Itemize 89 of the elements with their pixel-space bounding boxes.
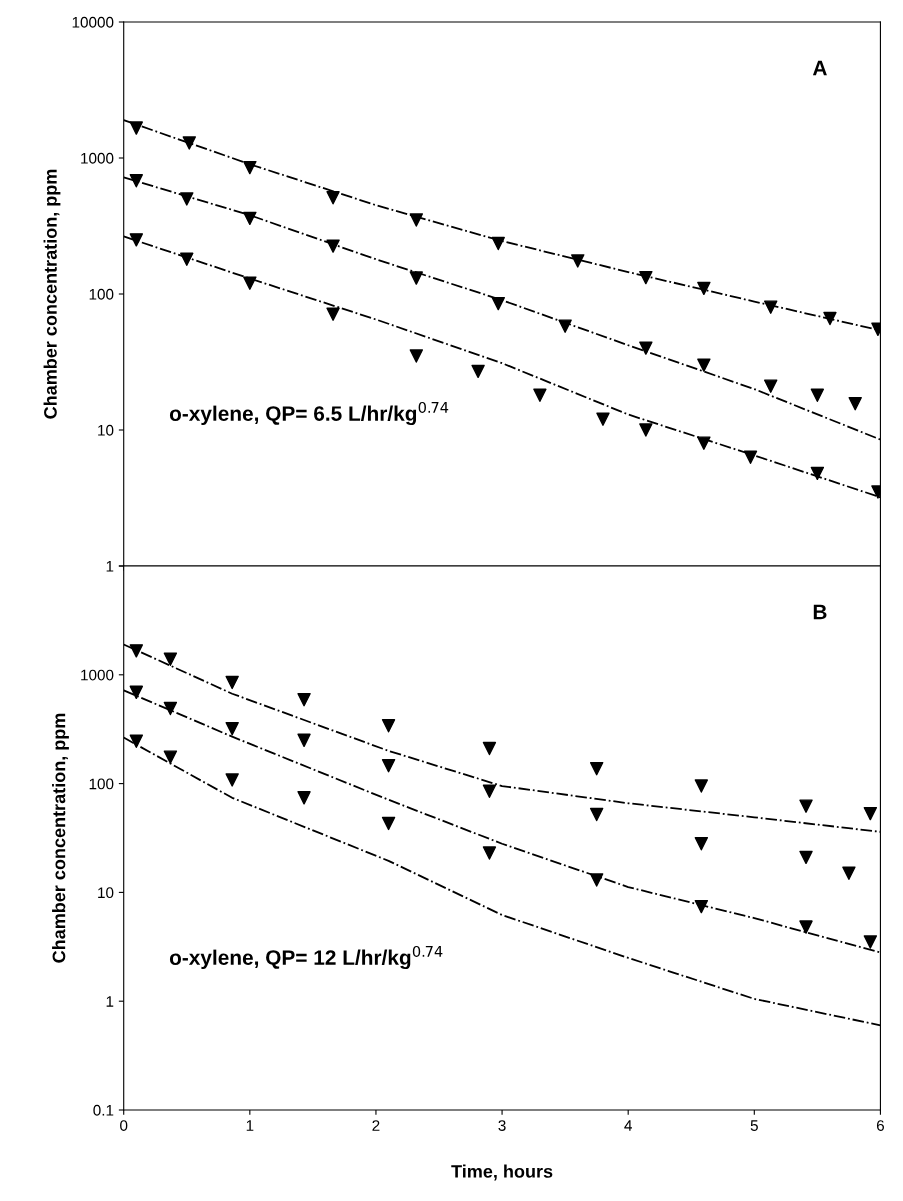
point: [589, 873, 604, 887]
point: [297, 693, 311, 707]
point: [129, 685, 144, 700]
x-axis-title: Time, hours: [451, 1164, 553, 1181]
x-tick-label: 0: [120, 1120, 128, 1131]
point: [491, 236, 505, 251]
point: [129, 174, 144, 188]
annotation: o-xylene, QP= 12 L/hr/kg$^{0.74}$: [169, 945, 443, 970]
point: [409, 349, 424, 363]
y-tick-label: 1000: [81, 152, 114, 164]
point: [409, 271, 424, 285]
point: [381, 719, 396, 733]
y-tick-label: 100: [89, 288, 114, 300]
y-tick-label: 1: [106, 561, 114, 572]
point: [763, 300, 778, 314]
point: [243, 211, 257, 226]
point: [409, 213, 424, 227]
x-tick-label: 2: [372, 1120, 380, 1131]
point: [129, 233, 144, 247]
point: [558, 319, 572, 333]
y-tick-label: 1000: [81, 669, 114, 681]
point: [180, 192, 194, 206]
point: [799, 799, 813, 813]
point: [810, 466, 825, 481]
annotation: A: [812, 60, 827, 76]
x-tick-label: 3: [498, 1120, 506, 1131]
point: [326, 239, 340, 253]
x-tick-label: 4: [624, 1120, 632, 1131]
point: [799, 920, 813, 934]
y-axis-title: Chamber concentration, ppm: [52, 713, 69, 963]
point: [842, 866, 856, 880]
y-tick-label: 10000: [72, 16, 114, 28]
point: [589, 762, 604, 776]
point: [326, 307, 340, 321]
point: [163, 750, 178, 764]
point: [243, 276, 257, 290]
point: [129, 734, 144, 748]
x-tick-label: 5: [750, 1120, 758, 1131]
y-axis-title: Chamber concentration, ppm: [43, 169, 61, 419]
y-tick-label: 100: [89, 778, 114, 790]
point: [799, 850, 813, 865]
point: [225, 721, 239, 736]
point: [163, 652, 178, 666]
point: [694, 837, 709, 851]
point: [381, 759, 396, 773]
point: [697, 281, 711, 296]
point: [639, 270, 653, 285]
point: [381, 816, 396, 831]
point: [589, 807, 604, 822]
point: [225, 675, 239, 690]
point: [129, 644, 144, 658]
point: [297, 733, 311, 748]
point: [639, 341, 653, 355]
y-tick-label: 1: [106, 996, 114, 1007]
point: [596, 412, 610, 426]
point: [533, 388, 547, 402]
y-tick-label: 10: [98, 887, 114, 899]
point: [182, 136, 197, 150]
point: [763, 379, 778, 393]
point: [639, 423, 653, 437]
point: [571, 254, 585, 268]
y-tick-label: 10: [98, 424, 114, 436]
annotation: o-xylene, QP= 6.5 L/hr/kg$^{0.74}$: [169, 401, 449, 426]
point: [694, 779, 709, 793]
point: [243, 160, 257, 175]
point: [471, 364, 485, 379]
x-tick-label: 1: [246, 1120, 254, 1131]
y-tick-label: 0.1: [93, 1104, 114, 1116]
point: [848, 397, 862, 411]
point: [297, 791, 311, 805]
point: [863, 935, 878, 949]
point: [326, 191, 340, 205]
point: [823, 311, 837, 326]
point: [491, 296, 505, 311]
point: [225, 773, 239, 787]
annotation: B: [813, 604, 827, 620]
point: [163, 701, 178, 716]
point: [482, 741, 497, 756]
point: [180, 252, 194, 266]
point: [743, 450, 758, 464]
x-tick-label: 6: [876, 1120, 884, 1131]
point: [863, 806, 878, 821]
point: [129, 121, 144, 135]
point: [694, 899, 709, 914]
point: [482, 846, 497, 860]
point: [697, 436, 711, 450]
point: [810, 388, 825, 402]
point: [697, 358, 711, 372]
point: [482, 784, 497, 798]
